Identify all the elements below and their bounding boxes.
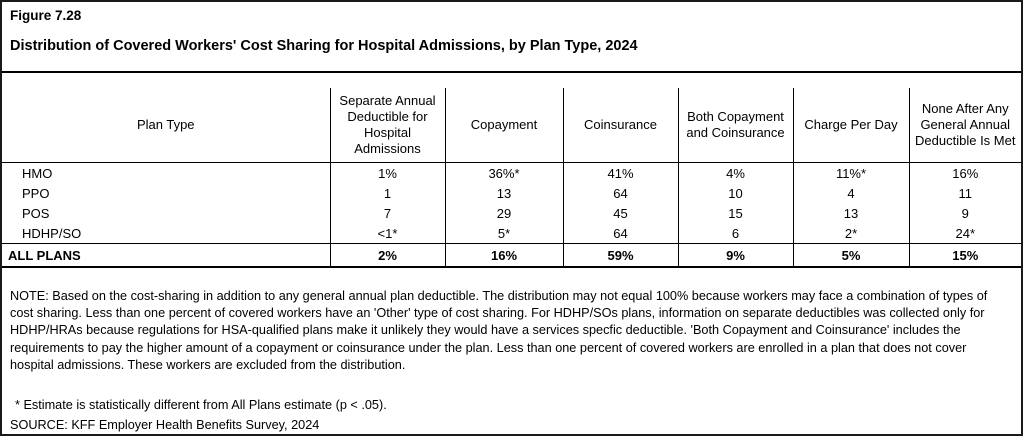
cell: 64	[562, 223, 678, 244]
cell: 59%	[562, 243, 678, 268]
column-header-copayment: Copayment	[444, 88, 563, 163]
row-label: POS	[22, 205, 50, 221]
cell: 11	[908, 183, 1021, 203]
cost-sharing-table: Plan Type Separate Annual Deductible for…	[2, 88, 1021, 268]
column-header-separate-deductible: Separate Annual Deductible for Hospital …	[329, 88, 445, 163]
cell: 6	[677, 223, 793, 244]
cell: 9%	[677, 243, 793, 268]
row-label: ALL PLANS	[2, 243, 330, 268]
cell: 13	[792, 203, 909, 223]
cell: 10	[677, 183, 793, 203]
cell: 24*	[908, 223, 1021, 244]
column-header-charge-per-day: Charge Per Day	[792, 88, 909, 163]
table-row-ppo: PPO 1 13 64 10 4 11	[2, 183, 1021, 203]
note-text: NOTE: Based on the cost-sharing in addit…	[10, 289, 988, 372]
cell: 4	[792, 183, 909, 203]
footnote-text: * Estimate is statistically different fr…	[15, 398, 387, 413]
cell: 5*	[444, 223, 563, 244]
cell: 2%	[329, 243, 445, 268]
figure-header: Figure 7.28 Distribution of Covered Work…	[2, 2, 1021, 73]
cell: 2*	[792, 223, 909, 244]
table-row-hdhp-so: HDHP/SO <1* 5* 64 6 2* 24*	[2, 223, 1021, 244]
column-header-none-after-deductible: None After Any General Annual Deductible…	[908, 88, 1021, 163]
cell: 7	[329, 203, 445, 223]
figure-label: Figure 7.28	[10, 8, 82, 23]
cell: 36%*	[444, 162, 563, 183]
cell: 13	[444, 183, 563, 203]
column-header-coinsurance: Coinsurance	[562, 88, 678, 163]
cell: 9	[908, 203, 1021, 223]
row-label: PPO	[22, 185, 50, 201]
source-text: SOURCE: KFF Employer Health Benefits Sur…	[10, 418, 320, 433]
row-label: HMO	[22, 165, 53, 181]
table-row-hmo: HMO 1% 36%* 41% 4% 11%* 16%	[2, 162, 1021, 183]
cell: 15	[677, 203, 793, 223]
cell: 15%	[908, 243, 1021, 268]
column-header-both-copay-coinsurance: Both Copayment and Coinsurance	[677, 88, 793, 163]
row-label: HDHP/SO	[22, 225, 82, 241]
column-header-plan-type: Plan Type	[2, 88, 330, 163]
cell: 64	[562, 183, 678, 203]
figure-title: Distribution of Covered Workers' Cost Sh…	[10, 38, 638, 54]
cell: 4%	[677, 162, 793, 183]
cell: 16%	[908, 162, 1021, 183]
table-row-pos: POS 7 29 45 15 13 9	[2, 203, 1021, 223]
cell: 29	[444, 203, 563, 223]
cell: 41%	[562, 162, 678, 183]
cell: 16%	[444, 243, 563, 268]
table-row-all-plans: ALL PLANS 2% 16% 59% 9% 5% 15%	[2, 243, 1021, 268]
cell: <1*	[329, 223, 445, 244]
cell: 1%	[329, 162, 445, 183]
cell: 45	[562, 203, 678, 223]
cell: 11%*	[792, 162, 909, 183]
cell: 1	[329, 183, 445, 203]
table-header-row: Plan Type Separate Annual Deductible for…	[2, 88, 1021, 163]
cell: 5%	[792, 243, 909, 268]
